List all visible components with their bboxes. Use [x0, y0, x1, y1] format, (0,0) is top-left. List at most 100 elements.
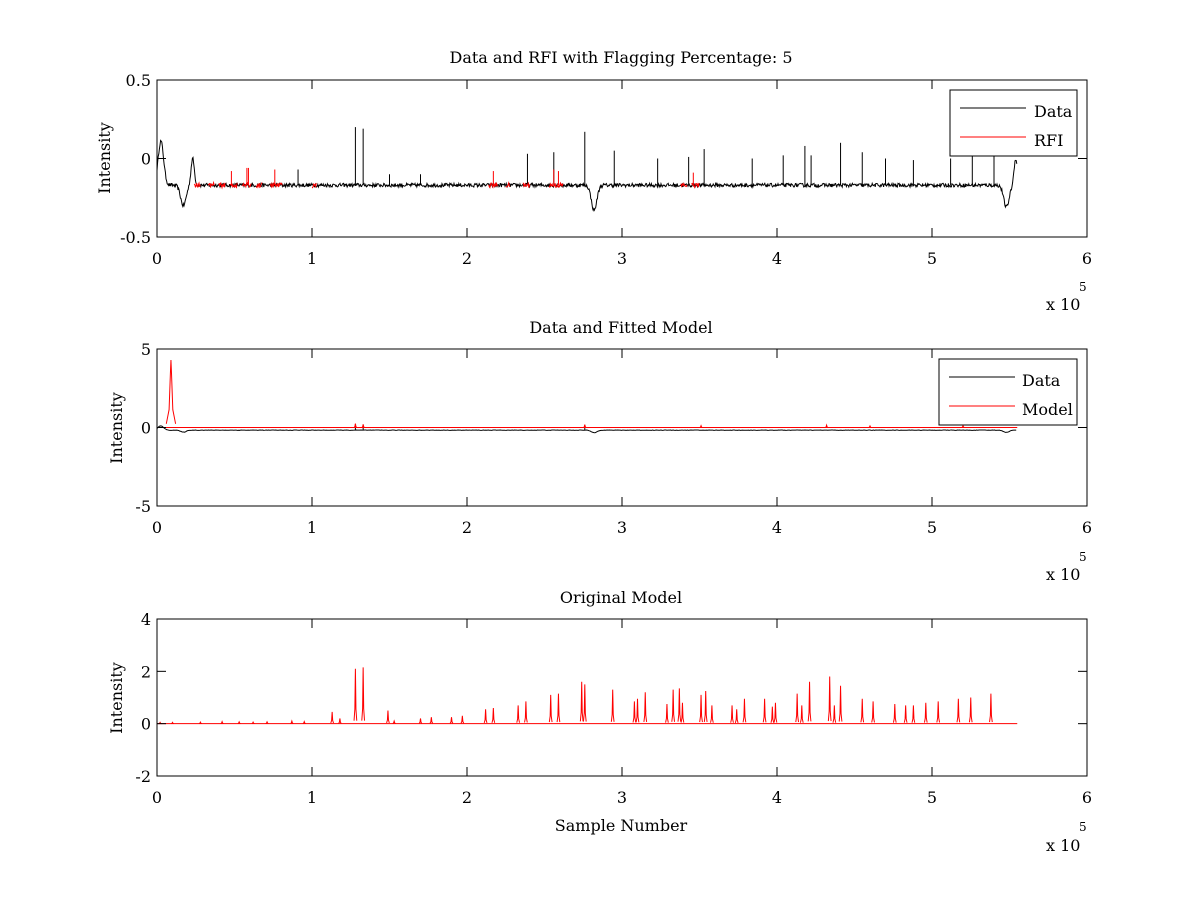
model-peak: [742, 698, 747, 723]
x-tick-label: 1: [307, 518, 317, 537]
model-peak: [832, 705, 837, 723]
model-peak: [827, 676, 832, 722]
axes-box: [156, 618, 1088, 777]
model-peak: [302, 720, 306, 724]
rfi-segment: [218, 181, 226, 190]
model-peak: [825, 423, 829, 428]
x-tick-label: 1: [307, 788, 317, 807]
model-peak: [610, 689, 615, 722]
model-peak: [671, 689, 676, 722]
legend-box: [949, 89, 1078, 157]
rfi-segment: [522, 181, 531, 188]
rfi-segment: [548, 181, 564, 189]
model-peak: [770, 706, 775, 723]
plot-area: 0 1 2 3 4 5 650-5 Data Model: [135, 340, 1092, 537]
model-peak: [170, 721, 175, 725]
model-peak: [449, 717, 454, 724]
x-tick-label: 6: [1082, 518, 1092, 537]
series-layer: [157, 359, 1018, 434]
model-peak: [548, 694, 553, 723]
series-layer: [157, 127, 1018, 212]
model-peak: [680, 702, 685, 723]
model-peak: [892, 704, 897, 723]
y-tick-label: 4: [141, 610, 151, 629]
model-peak: [198, 721, 202, 725]
legend-label-rfi: RFI: [1034, 131, 1063, 150]
model-peak: [483, 709, 488, 724]
model-peak: [643, 692, 648, 723]
model-peak: [923, 702, 928, 723]
x-exponent-base: x 10: [1046, 836, 1080, 855]
x-tick-label: 6: [1082, 788, 1092, 807]
model-peak: [795, 693, 800, 723]
model-peak: [265, 720, 269, 725]
x-exponent-power: 5: [1079, 550, 1087, 564]
model-peak: [353, 423, 357, 428]
model-peak: [361, 667, 366, 721]
model-peak: [635, 698, 640, 723]
x-tick-label: 5: [927, 249, 937, 268]
y-tick-label: -0.5: [120, 228, 151, 247]
model-peak: [665, 704, 669, 723]
rfi-segment: [269, 181, 283, 189]
legend: Data Model: [938, 358, 1078, 426]
model-peak: [290, 719, 294, 724]
model-peak: [968, 697, 973, 723]
x-tick-label: 6: [1082, 249, 1092, 268]
model-peak: [989, 693, 993, 723]
model-peak: [330, 711, 334, 724]
plot-area: 0 1 2 3 4 5 60.50-0.5 Data RFI: [120, 71, 1092, 268]
model-peak: [860, 698, 865, 723]
model-peak: [237, 720, 241, 725]
model-peak: [868, 424, 872, 428]
legend-label-data: Data: [1034, 102, 1073, 121]
model-peak: [838, 685, 843, 722]
rfi-segment: [255, 182, 263, 189]
series-line-data: [157, 139, 1018, 212]
x-exponent-power: 5: [1079, 280, 1087, 294]
model-peak: [799, 705, 804, 723]
model-peak: [353, 668, 358, 721]
x-tick-label: 0: [152, 788, 162, 807]
rfi-segment: [311, 182, 317, 189]
model-peak: [677, 688, 682, 722]
rfi-segment: [505, 180, 511, 188]
chart-title: Original Model: [560, 588, 682, 607]
series-line-data: [157, 425, 1017, 434]
model-peak: [730, 705, 734, 723]
legend: Data RFI: [949, 89, 1078, 157]
x-tick-label: 1: [307, 249, 317, 268]
x-tick-label: 0: [152, 249, 162, 268]
x-tick-label: 3: [617, 518, 627, 537]
model-peak: [911, 705, 916, 723]
x-tick-label: 3: [617, 249, 627, 268]
model-peak: [460, 715, 465, 724]
model-peak: [582, 684, 587, 722]
model-peak: [961, 424, 965, 428]
model-peak: [734, 709, 739, 724]
x-tick-label: 5: [927, 518, 937, 537]
model-peak: [491, 707, 496, 723]
model-peak: [418, 718, 423, 724]
model-peak: [165, 359, 177, 424]
panel-model: Data and Fitted Model Intensity 0 1 2 3 4 5 6 5…: [107, 318, 1092, 584]
axes-box: [156, 79, 1088, 238]
y-tick-label: 0: [141, 715, 151, 734]
model-peak: [338, 718, 342, 724]
model-peak: [251, 721, 255, 725]
model-peak: [386, 710, 390, 724]
chart-title: Data and Fitted Model: [529, 318, 712, 337]
x-tick-label: 2: [462, 249, 472, 268]
model-peak: [807, 681, 812, 722]
model-peak: [429, 717, 434, 724]
rfi-segment: [680, 182, 688, 188]
panel-rfi: Data and RFI with Flagging Percentage: 5…: [95, 48, 1092, 314]
model-peak: [710, 705, 714, 723]
rfi-segment: [207, 180, 215, 188]
model-peak: [632, 701, 637, 723]
tick-layer: 0 1 2 3 4 5 650-5: [135, 340, 1092, 537]
